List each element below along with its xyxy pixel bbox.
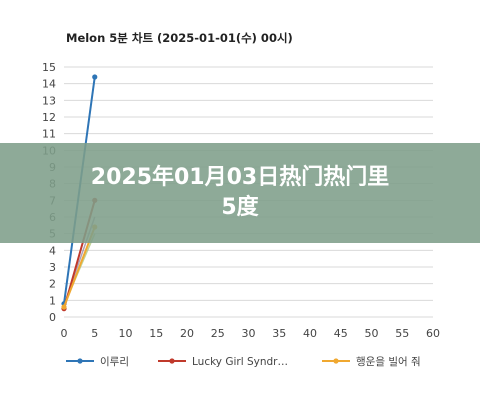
chart-title: Melon 5분 차트 (2025-01-01(수) 00시) (66, 31, 293, 45)
overlay-banner: 2025年01月03日热门热门里 5度 (0, 143, 480, 243)
x-tick-label: 10 (119, 327, 133, 340)
legend-marker-2 (333, 358, 339, 364)
y-tick-label: 1 (49, 294, 56, 307)
legend-layer: 이루리 Lucky Girl Syndr… 행운을 빌어 줘 (66, 356, 421, 368)
x-tick-label: 55 (395, 327, 409, 340)
y-tick-label: 4 (49, 244, 56, 257)
legend-label-2: 행운을 빌어 줘 (356, 356, 421, 368)
legend-label-0: 이루리 (100, 356, 129, 368)
x-tick-label: 20 (180, 327, 194, 340)
x-tick-label: 50 (365, 327, 379, 340)
y-tick-label: 13 (42, 94, 56, 107)
x-tick-label: 40 (303, 327, 317, 340)
x-tick-label: 25 (211, 327, 225, 340)
series-point-0 (92, 74, 98, 80)
y-tick-label: 0 (49, 311, 56, 324)
x-tick-label: 30 (242, 327, 256, 340)
x-tick-label: 45 (334, 327, 348, 340)
y-tick-label: 3 (49, 261, 56, 274)
legend-marker-0 (77, 358, 83, 364)
y-tick-label: 11 (42, 128, 56, 141)
y-tick-label: 12 (42, 111, 56, 124)
y-tick-label: 14 (42, 78, 56, 91)
legend-marker-1 (169, 358, 175, 364)
x-tick-label: 15 (149, 327, 163, 340)
x-tick-label: 60 (426, 327, 440, 340)
banner-line-2: 5度 (221, 195, 259, 220)
tick-layer: 0123456789101112131415051015202530354045… (42, 61, 440, 340)
y-tick-label: 15 (42, 61, 56, 74)
banner-line-1: 2025年01月03日热门热门里 (90, 165, 390, 190)
x-tick-label: 5 (91, 327, 98, 340)
x-tick-label: 0 (61, 327, 68, 340)
series-point-2 (61, 304, 67, 310)
y-tick-label: 2 (49, 278, 56, 291)
legend-label-1: Lucky Girl Syndr… (192, 356, 288, 368)
x-tick-label: 35 (272, 327, 286, 340)
